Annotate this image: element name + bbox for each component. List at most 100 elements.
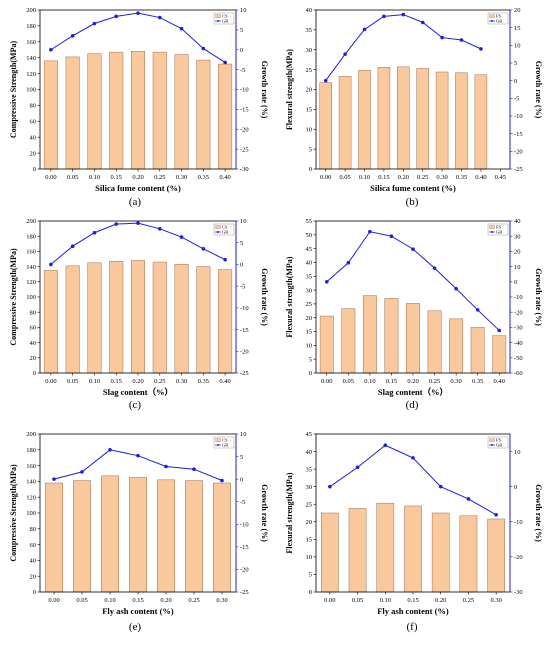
growth-point-b-0: [323, 78, 328, 83]
y-axis-left-title-e: Compressive Strength(MPa): [9, 464, 18, 562]
ytick-right-label-d-3: -30: [514, 325, 523, 332]
xtick-label-d-7: 0.35: [472, 378, 483, 385]
bar-f-1: [348, 508, 367, 593]
ytick-left-label-e-6: 120: [26, 494, 36, 501]
legend-line-label-a: GR: [222, 19, 228, 24]
bar-a-1: [65, 56, 80, 170]
xtick-label-d-0: 0.00: [321, 378, 332, 385]
growth-point-f-3: [411, 456, 415, 460]
bar-a-3: [109, 51, 124, 170]
xtick-label-d-5: 0.25: [429, 378, 440, 385]
y-axis-right-title-f: Growth rate (%): [534, 484, 543, 542]
xtick-label-f-5: 0.25: [463, 597, 474, 604]
ytick-right-label-f-4: 10: [514, 449, 521, 456]
legend-box-d: [487, 223, 509, 236]
growth-point-e-3: [136, 453, 140, 458]
growth-point-b-3: [382, 14, 386, 19]
xtick-label-c-3: 0.15: [111, 378, 122, 385]
bar-e-3: [129, 477, 147, 593]
growth-point-b-4: [401, 12, 406, 17]
ytick-left-label-a-4: 80: [30, 103, 37, 110]
chart-panel-f: 0 5 10 15 20 25 30 35 40 45 -30 -20 -10 0 10 0.00 0.05 0.…: [285, 431, 543, 633]
xtick-label-c-5: 0.25: [154, 378, 165, 385]
growth-point-a-6: [179, 26, 184, 31]
growth-point-a-7: [201, 46, 206, 51]
chart-panel-d: 0 5 10 15 20 25 30 35 40 45 50 55 -60 -50 -40 -30 -20 -10…: [285, 218, 543, 411]
ytick-left-label-b-3: 15: [306, 107, 313, 114]
ytick-left-label-e-9: 180: [26, 447, 36, 454]
growth-point-d-8: [497, 328, 502, 333]
y-axis-right-title-d: Growth rate (%): [534, 268, 543, 326]
legend-line-marker-c: [217, 231, 219, 233]
ytick-left-label-a-7: 140: [26, 55, 36, 62]
y-axis-left-title-f: Flexural strength(MPa): [285, 472, 294, 553]
xtick-label-e-1: 0.05: [76, 597, 87, 604]
ytick-right-label-a-1: -25: [240, 146, 249, 153]
xtick-label-d-2: 0.10: [364, 378, 375, 385]
growth-point-e-1: [80, 470, 84, 474]
growth-point-f-1: [355, 465, 360, 470]
bar-b-1: [338, 76, 352, 170]
legend-bar-swatch-f: [489, 438, 495, 442]
legend-bar-swatch-c: [215, 225, 221, 229]
bar-d-1: [341, 308, 356, 374]
ytick-right-label-d-4: -20: [514, 309, 523, 316]
growth-point-e-2: [108, 448, 112, 452]
xtick-label-e-6: 0.30: [216, 597, 227, 604]
ytick-right-label-b-2: -15: [514, 131, 523, 138]
xtick-label-f-4: 0.20: [435, 597, 446, 604]
xtick-label-e-2: 0.10: [104, 597, 115, 604]
xtick-label-b-5: 0.25: [417, 174, 428, 181]
ytick-left-label-e-8: 160: [26, 463, 36, 470]
bar-f-2: [376, 502, 395, 593]
bar-e-1: [73, 480, 91, 593]
legend-bar-swatch-e: [215, 438, 221, 442]
ytick-right-label-a-4: -10: [240, 87, 249, 94]
chart-panel-e: 020406080100120140160180200-25-20-15-10-…: [9, 431, 269, 633]
growth-point-b-1: [343, 52, 347, 56]
ytick-right-label-f-0: -30: [514, 589, 523, 596]
xtick-label-b-0: 0.00: [320, 174, 331, 181]
ytick-right-label-e-2: -15: [240, 544, 249, 551]
ytick-right-label-c-4: -5: [240, 283, 245, 290]
xtick-label-a-2: 0.10: [89, 174, 100, 181]
ytick-left-label-b-0: 0: [309, 166, 312, 173]
ytick-left-label-e-0: 0: [33, 589, 36, 596]
ytick-right-label-a-6: 0: [240, 47, 243, 54]
xtick-label-c-7: 0.35: [198, 378, 209, 385]
bar-a-5: [152, 51, 167, 170]
legend-bar-swatch-a: [215, 14, 221, 18]
ytick-left-label-e-7: 140: [26, 479, 36, 486]
ytick-left-label-e-2: 40: [30, 558, 37, 565]
ytick-left-label-d-3: 15: [306, 329, 313, 336]
ytick-right-label-c-0: -25: [240, 370, 249, 377]
x-axis-title-a: Silica fume content (%): [95, 183, 181, 193]
bar-f-3: [404, 505, 422, 593]
panel-label-f: (f): [407, 621, 418, 633]
xtick-label-a-4: 0.20: [132, 174, 143, 181]
ytick-right-label-b-6: 5: [514, 60, 517, 67]
bar-a-2: [87, 53, 102, 170]
xtick-label-e-3: 0.15: [132, 597, 143, 604]
growth-point-b-5: [420, 20, 425, 25]
xtick-label-c-8: 0.40: [219, 378, 230, 385]
growth-line-f: [329, 444, 497, 516]
chart-panel-b: 0 5 10 15 20 25 30 35 40 -25 -20 -15 -10 -5 0 5 10 15 20 0.…: [285, 7, 543, 208]
bar-a-8: [218, 63, 233, 170]
xtick-label-d-1: 0.05: [343, 378, 354, 385]
xtick-label-a-1: 0.05: [67, 174, 78, 181]
growth-point-d-6: [454, 286, 458, 291]
growth-point-c-7: [201, 246, 206, 251]
xtick-label-d-4: 0.20: [407, 378, 418, 385]
legend-line-marker-b: [491, 20, 493, 22]
chart-panel-a: 020406080100120140160180200-30-25-20-15-…: [9, 7, 269, 208]
ytick-left-label-e-4: 80: [30, 526, 37, 533]
ytick-left-label-f-3: 15: [306, 537, 313, 544]
ytick-left-label-d-5: 25: [306, 301, 313, 308]
growth-point-a-5: [157, 15, 162, 20]
ytick-left-label-f-6: 30: [306, 484, 313, 491]
ytick-left-label-f-2: 10: [306, 554, 313, 561]
xtick-label-a-6: 0.30: [176, 174, 187, 181]
